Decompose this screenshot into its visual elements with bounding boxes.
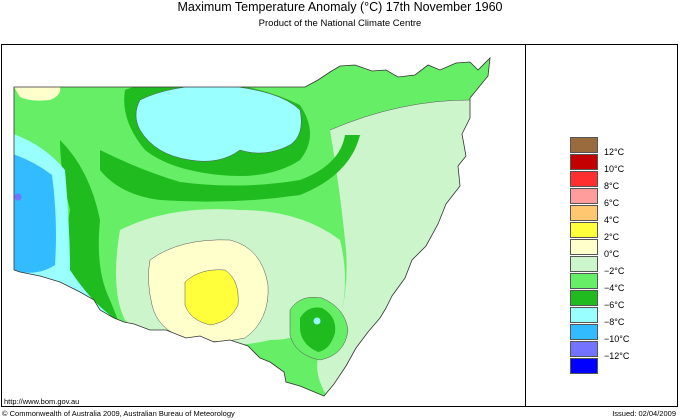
- legend-label: −6°C: [604, 300, 625, 310]
- legend-swatch: [570, 222, 598, 238]
- legend-swatch: [570, 188, 598, 204]
- legend-row: −8°C: [570, 307, 670, 327]
- legend-label: 8°C: [604, 181, 620, 191]
- copyright-notice: © Commonwealth of Australia 2009, Austra…: [2, 409, 235, 418]
- legend-swatch: [570, 358, 598, 374]
- legend-row: 2°C: [570, 222, 670, 242]
- legend-row: 6°C: [570, 188, 670, 208]
- legend-swatch: [570, 324, 598, 340]
- legend-swatch: [570, 154, 598, 170]
- legend-row: 4°C: [570, 205, 670, 225]
- legend-swatch: [570, 239, 598, 255]
- legend-row: 10°C: [570, 154, 670, 174]
- legend-swatch: [570, 341, 598, 357]
- legend-label: −2°C: [604, 266, 625, 276]
- legend-row: 0°C: [570, 239, 670, 259]
- legend-swatch: [570, 273, 598, 289]
- legend-row: −10°C: [570, 324, 670, 344]
- legend-row: −6°C: [570, 290, 670, 310]
- legend-row: [570, 358, 670, 375]
- legend-swatch: [570, 307, 598, 323]
- legend-row: 12°C: [570, 137, 670, 157]
- legend-row: −2°C: [570, 256, 670, 276]
- map-frame: [1, 44, 678, 407]
- legend-label: 4°C: [604, 215, 620, 225]
- legend-label: −8°C: [604, 317, 625, 327]
- legend-label: 0°C: [604, 249, 620, 259]
- legend-label: 2°C: [604, 232, 620, 242]
- legend-row: −12°C: [570, 341, 670, 361]
- legend-swatch: [570, 256, 598, 272]
- legend-label: −10°C: [604, 334, 630, 344]
- map-subtitle: Product of the National Climate Centre: [258, 18, 422, 29]
- legend-row: 8°C: [570, 171, 670, 191]
- color-legend: 12°C 10°C 8°C 6°C 4°C 2°C 0°C −2°C −4°C −6°C −8°C −…: [570, 137, 670, 375]
- legend-label: 6°C: [604, 198, 620, 208]
- legend-swatch: [570, 290, 598, 306]
- legend-label: −12°C: [604, 351, 630, 361]
- legend-swatch: [570, 137, 598, 153]
- state-boundary: [13, 56, 491, 397]
- anomaly-fields: [14, 58, 490, 396]
- legend-label: 10°C: [604, 164, 625, 174]
- legend-row: −4°C: [570, 273, 670, 293]
- legend-swatch: [570, 171, 598, 187]
- legend-label: −4°C: [604, 283, 625, 293]
- legend-divider: [525, 44, 526, 407]
- issued-date: Issued: 02/04/2009: [612, 409, 676, 418]
- legend-label: 12°C: [604, 147, 625, 157]
- source-url[interactable]: http://www.bom.gov.au: [4, 397, 80, 406]
- legend-swatch: [570, 205, 598, 221]
- map-title: Maximum Temperature Anomaly (°C) 17th No…: [177, 0, 503, 14]
